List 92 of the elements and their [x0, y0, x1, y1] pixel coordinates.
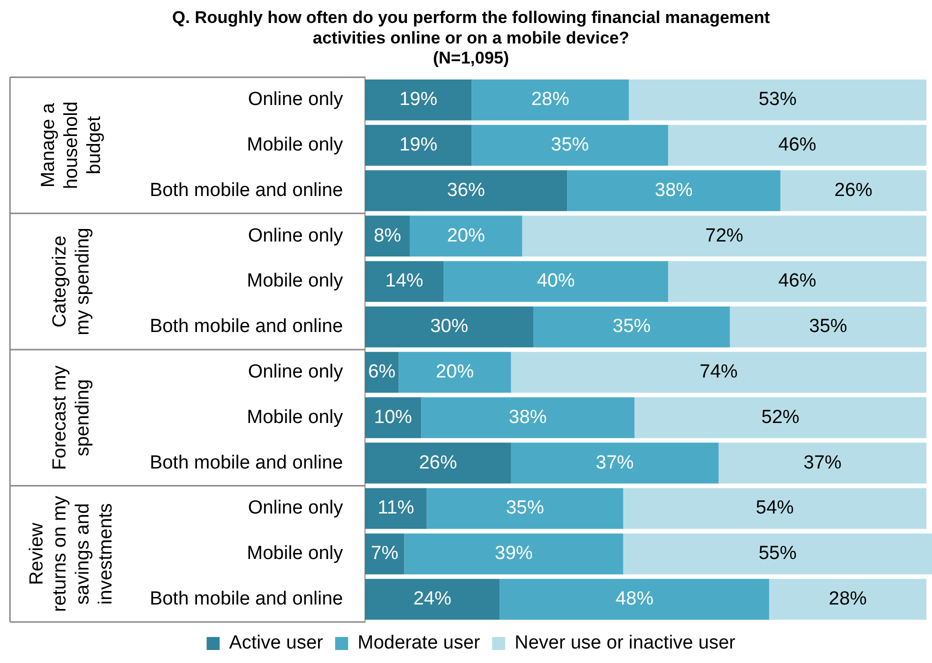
- legend-label: Active user: [229, 632, 324, 654]
- y-tick-label: Online only: [248, 498, 344, 519]
- y-tick-label: Online only: [248, 89, 344, 110]
- bar: [567, 170, 780, 212]
- bar: [510, 442, 719, 484]
- bar: [769, 578, 926, 620]
- bar: [500, 578, 770, 620]
- data-label: 8%: [374, 225, 402, 246]
- data-label: 35%: [809, 316, 848, 338]
- data-label: 30%: [430, 316, 468, 338]
- data-label: 24%: [413, 588, 452, 610]
- data-label: 28%: [828, 588, 867, 610]
- text: Forecast my spending: [50, 364, 94, 470]
- data-label: 35%: [550, 134, 590, 156]
- bar: [365, 261, 444, 302]
- data-label: 48%: [615, 588, 654, 610]
- data-label: 26%: [834, 180, 873, 201]
- y-tick-label: Mobile only: [246, 270, 344, 292]
- data-label: 37%: [596, 452, 634, 474]
- data-label: 46%: [778, 270, 816, 292]
- bar: [404, 533, 624, 574]
- data-label: 39%: [494, 543, 533, 564]
- data-label: 38%: [508, 406, 547, 428]
- data-label: 10%: [374, 406, 412, 428]
- bar: [522, 216, 926, 257]
- data-label: 20%: [447, 225, 486, 246]
- bar: [718, 442, 926, 484]
- bar: [668, 261, 926, 302]
- bar: [444, 261, 668, 302]
- data-label: 72%: [705, 225, 744, 246]
- data-label: 28%: [531, 89, 570, 110]
- bar: [730, 306, 926, 348]
- data-label: 14%: [385, 270, 424, 292]
- bar: [365, 170, 568, 212]
- bar: [668, 124, 926, 166]
- legend-label: Moderate user: [358, 632, 481, 654]
- text: Review returns on my savings and investments: [26, 495, 117, 612]
- data-label: 26%: [418, 452, 458, 474]
- text: Manage a household budget: [38, 101, 106, 190]
- bar: [426, 488, 624, 529]
- chart-subtitle: (N=1,095): [432, 48, 510, 68]
- data-label: 19%: [399, 89, 438, 110]
- y-tick-label: Both mobile and online: [150, 180, 343, 201]
- y-tick-label: Mobile only: [246, 406, 344, 428]
- bar: [410, 216, 522, 257]
- data-label: 53%: [758, 89, 797, 110]
- bar: [628, 79, 926, 120]
- y-tick-label: Online only: [248, 362, 344, 383]
- data-label: 37%: [804, 452, 842, 474]
- data-label: 35%: [506, 498, 544, 519]
- bar: [510, 352, 926, 393]
- bar: [365, 216, 410, 257]
- data-label: 52%: [761, 406, 800, 428]
- chart-title: Q. Roughly how often do you perform the following financial management activities online or on a mobile device?: [172, 8, 770, 48]
- bar: [365, 79, 472, 120]
- data-label: 36%: [447, 180, 486, 201]
- y-tick-label: Online only: [248, 225, 344, 246]
- bar: [365, 124, 472, 166]
- data-label: 11%: [378, 498, 414, 519]
- data-label: 46%: [778, 134, 816, 156]
- y-tick-label: Mobile only: [246, 134, 344, 156]
- bar: [634, 397, 926, 438]
- y-tick-label: Both mobile and online: [150, 452, 343, 474]
- bar: [365, 488, 427, 529]
- data-label: 40%: [536, 270, 575, 292]
- data-label: 20%: [436, 362, 474, 383]
- bar: [472, 79, 629, 120]
- text: Categorize my spending: [50, 228, 94, 336]
- legend-label: Never use or inactive user: [514, 632, 736, 654]
- bar: [533, 306, 730, 348]
- bar: [623, 488, 926, 529]
- data-label: 6%: [368, 362, 396, 383]
- data-label: 38%: [654, 180, 693, 201]
- data-label: 55%: [758, 543, 797, 564]
- bar: [780, 170, 926, 212]
- bar: [472, 124, 668, 166]
- data-label: 54%: [756, 498, 794, 519]
- data-label: 35%: [612, 316, 651, 338]
- data-label: 74%: [700, 362, 738, 383]
- data-label: 7%: [370, 543, 398, 564]
- data-label: 19%: [399, 134, 438, 156]
- bar: [421, 397, 634, 438]
- y-tick-label: Both mobile and online: [150, 316, 343, 338]
- bar: [365, 306, 534, 348]
- bar: [365, 397, 422, 438]
- bar: [365, 442, 511, 484]
- bar: [365, 578, 500, 620]
- bar: [398, 352, 511, 393]
- y-tick-label: Both mobile and online: [150, 588, 343, 610]
- bar: [623, 533, 932, 574]
- y-tick-label: Mobile only: [246, 543, 344, 564]
- bar: [365, 533, 404, 574]
